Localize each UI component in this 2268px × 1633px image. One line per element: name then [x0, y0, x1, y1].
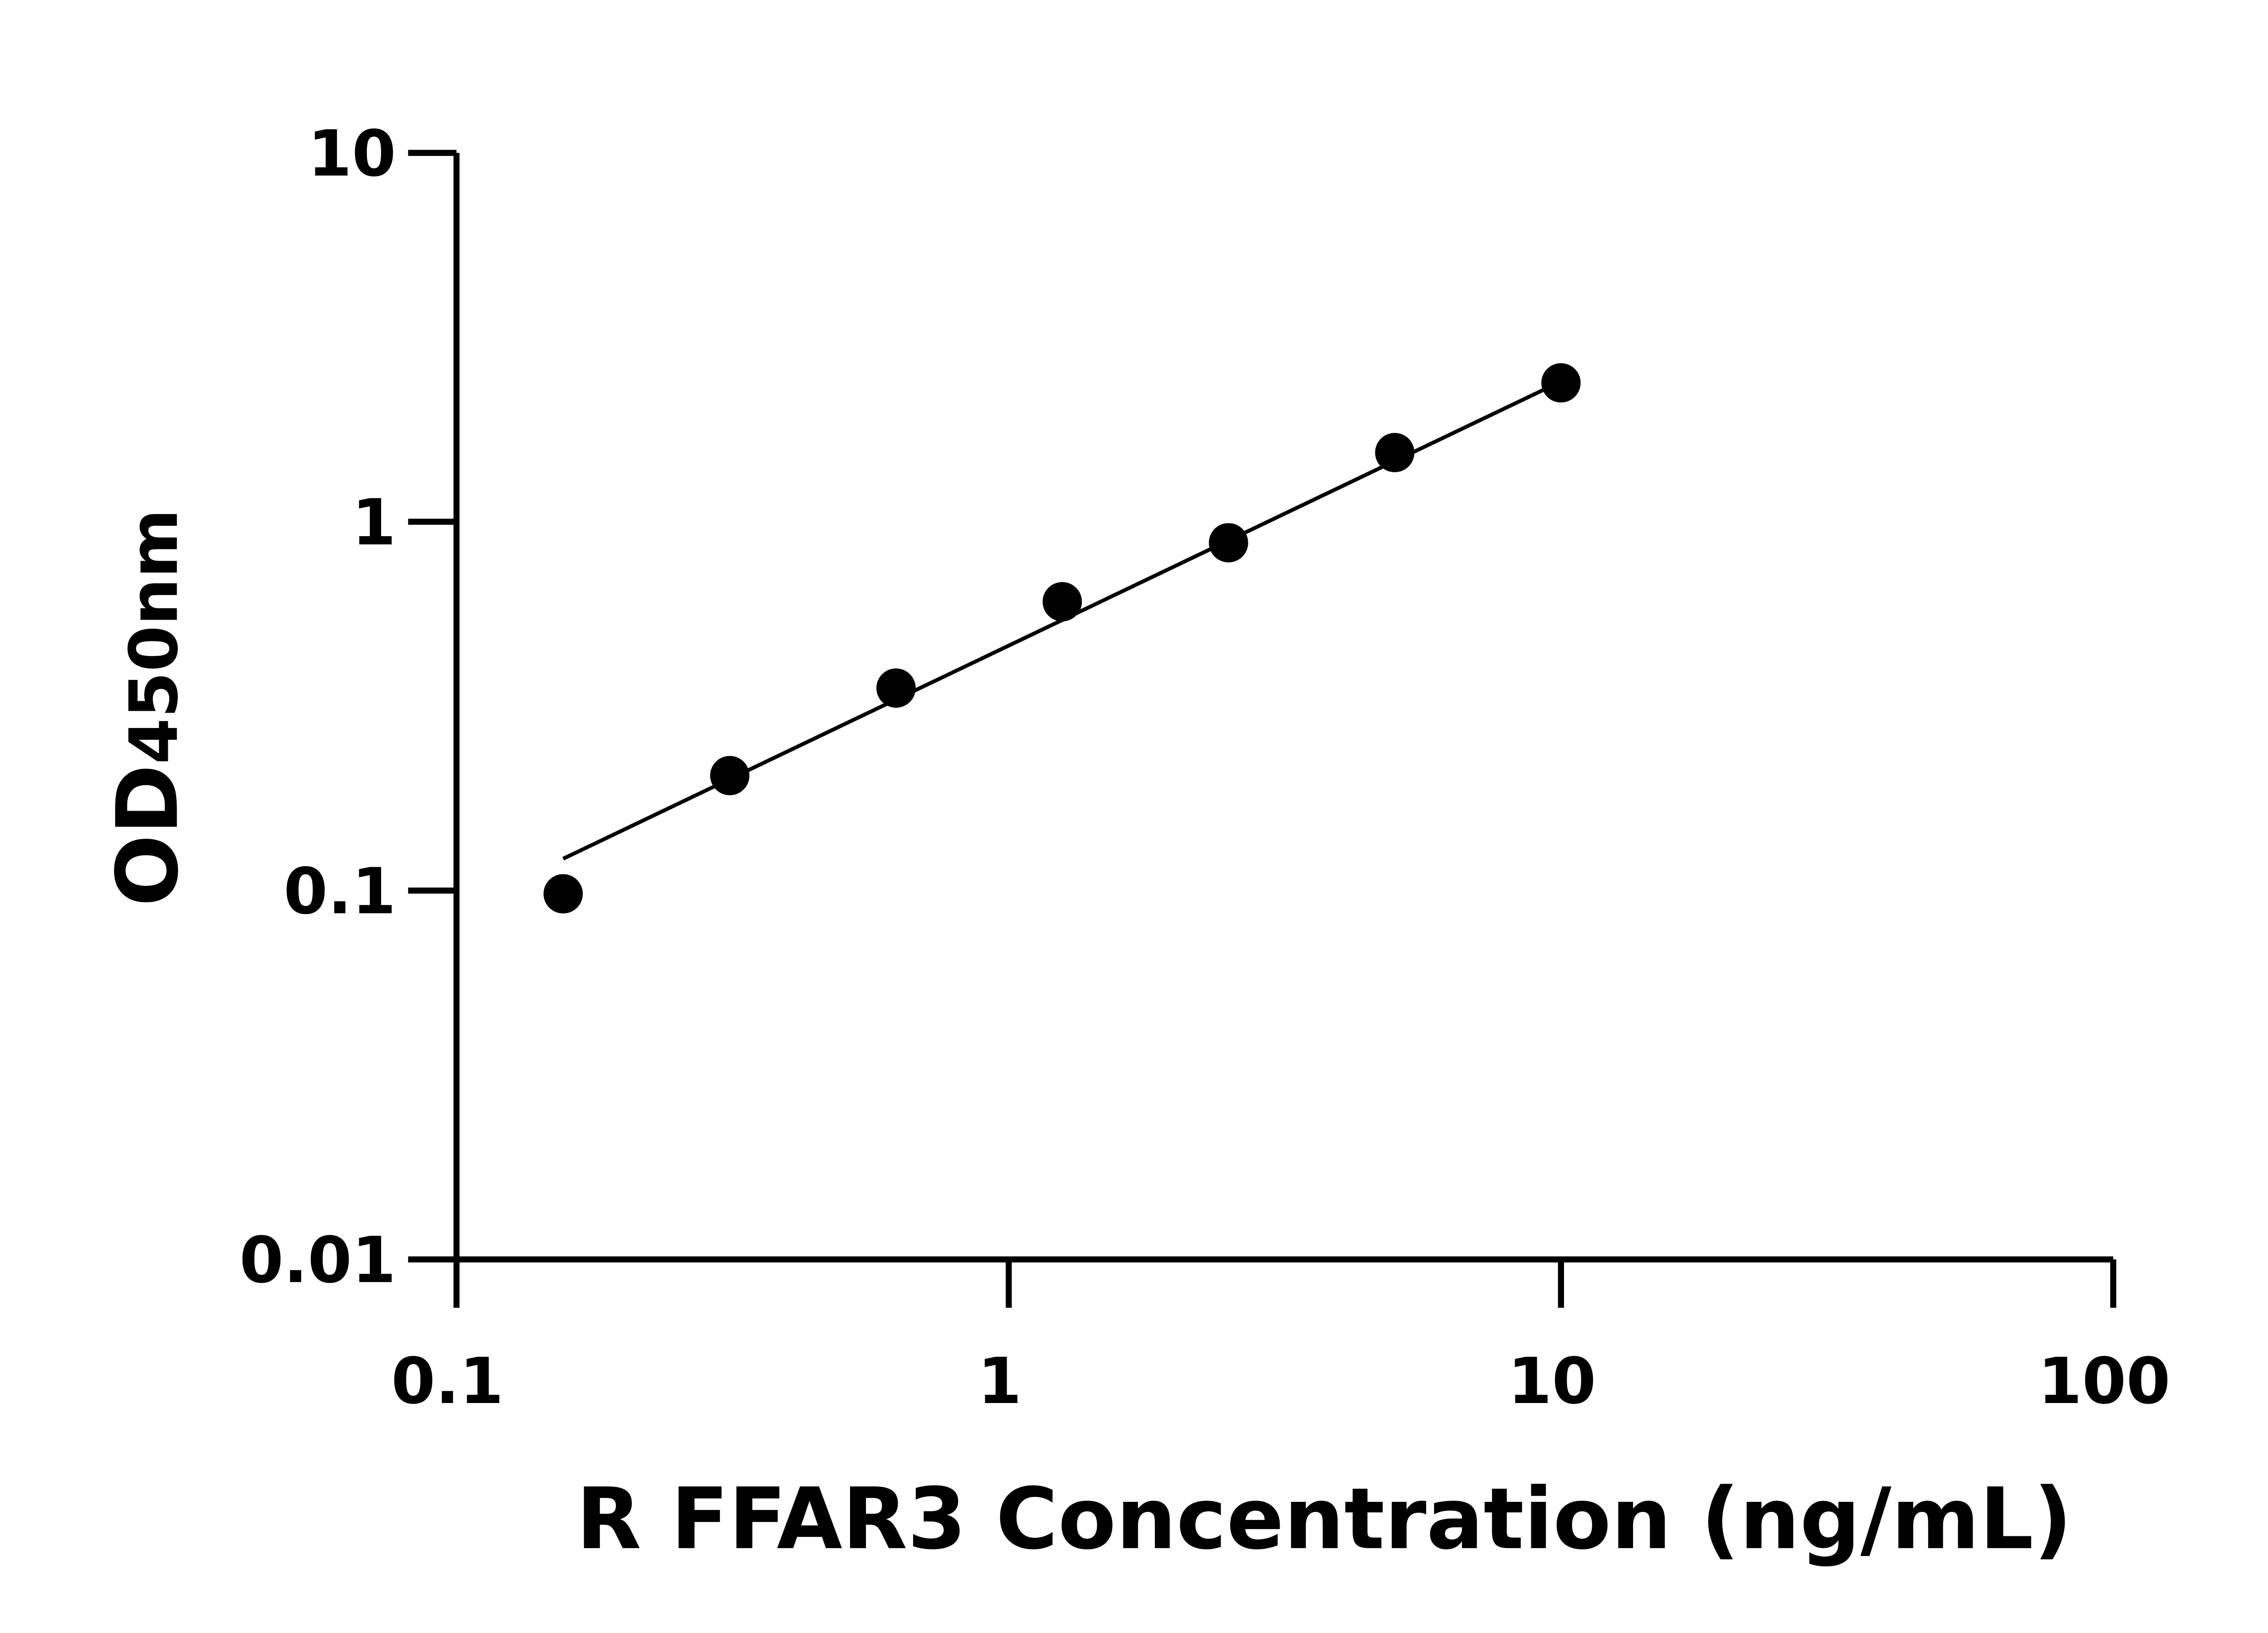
- y-axis-label-subscript: 450nm: [115, 509, 193, 764]
- data-point: [1541, 363, 1581, 403]
- x-tick-label: 1: [978, 1345, 1022, 1418]
- ticks: 0.1 1 10 100 0.01 0.1 1 10: [240, 117, 2170, 1418]
- x-tick-label: 100: [2038, 1345, 2170, 1418]
- data-point: [1042, 582, 1082, 621]
- y-axis-label: OD450nm: [99, 509, 197, 907]
- y-axis-label-main: OD: [99, 764, 197, 907]
- y-tick-label: 1: [352, 486, 396, 560]
- data-point: [543, 874, 583, 914]
- data-point: [876, 668, 916, 708]
- y-tick-label: 10: [308, 117, 396, 191]
- x-axis-label: R FFAR3 Concentration (ng/mL): [576, 1470, 2072, 1569]
- y-tick-label: 0.01: [240, 1223, 396, 1297]
- data-point: [1375, 433, 1415, 473]
- axes: [453, 153, 2113, 1263]
- data-marks: [543, 363, 1581, 914]
- y-tick-label: 0.1: [284, 855, 396, 929]
- x-tick-label: 0.1: [391, 1345, 503, 1418]
- x-tick-label: 10: [1508, 1345, 1596, 1418]
- data-point: [710, 756, 750, 796]
- data-point: [1209, 523, 1248, 562]
